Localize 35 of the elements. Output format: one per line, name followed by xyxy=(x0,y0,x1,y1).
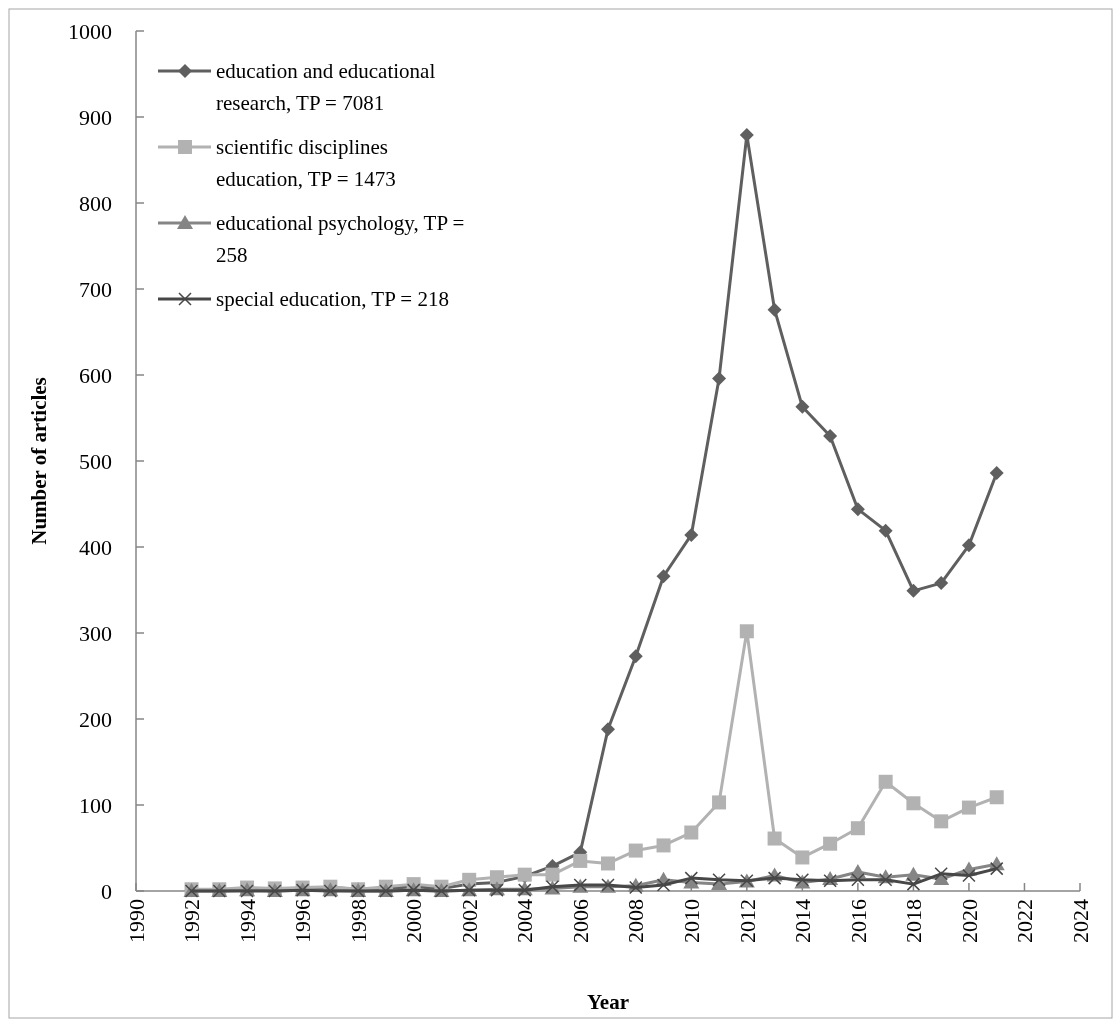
x-tick-label: 2004 xyxy=(512,899,538,943)
legend-label: education and educational research, TP = 7081 xyxy=(216,59,436,115)
x-tick-label: 2016 xyxy=(845,899,871,943)
legend-label: special education, TP = 218 xyxy=(216,287,449,311)
x-tick-label: 2006 xyxy=(567,899,593,943)
y-axis-title: Number of articles xyxy=(27,377,51,545)
x-axis-title: Year xyxy=(587,990,629,1014)
y-tick-label: 300 xyxy=(79,620,112,646)
legend-label: educational psychology, TP = 258 xyxy=(216,211,465,267)
x-tick-label: 2022 xyxy=(1012,899,1038,943)
x-tick-label: 2014 xyxy=(790,899,816,943)
x-tick-label: 1994 xyxy=(234,899,260,943)
x-tick-label: 1990 xyxy=(123,899,149,943)
y-tick-label: 1000 xyxy=(68,18,112,44)
x-tick-label: 2024 xyxy=(1067,899,1093,943)
y-tick-label: 700 xyxy=(79,276,112,302)
x-tick-label: 1998 xyxy=(345,899,371,943)
y-tick-label: 900 xyxy=(79,104,112,130)
x-tick-label: 2018 xyxy=(901,899,927,943)
x-tick-label: 2008 xyxy=(623,899,649,943)
x-tick-label: 2000 xyxy=(401,899,427,943)
y-tick-label: 800 xyxy=(79,190,112,216)
x-tick-label: 2012 xyxy=(734,899,760,943)
y-tick-label: 200 xyxy=(79,706,112,732)
y-tick-label: 400 xyxy=(79,534,112,560)
y-tick-label: 600 xyxy=(79,362,112,388)
x-tick-label: 2002 xyxy=(456,899,482,943)
y-tick-label: 500 xyxy=(79,448,112,474)
x-tick-label: 1992 xyxy=(179,899,205,943)
x-tick-label: 2020 xyxy=(956,899,982,943)
x-tick-label: 2010 xyxy=(678,899,704,943)
legend-label: scientific disciplines education, TP = 1473 xyxy=(216,135,396,191)
y-tick-label: 0 xyxy=(101,878,112,904)
x-tick-label: 1996 xyxy=(290,899,316,943)
y-tick-label: 100 xyxy=(79,792,112,818)
